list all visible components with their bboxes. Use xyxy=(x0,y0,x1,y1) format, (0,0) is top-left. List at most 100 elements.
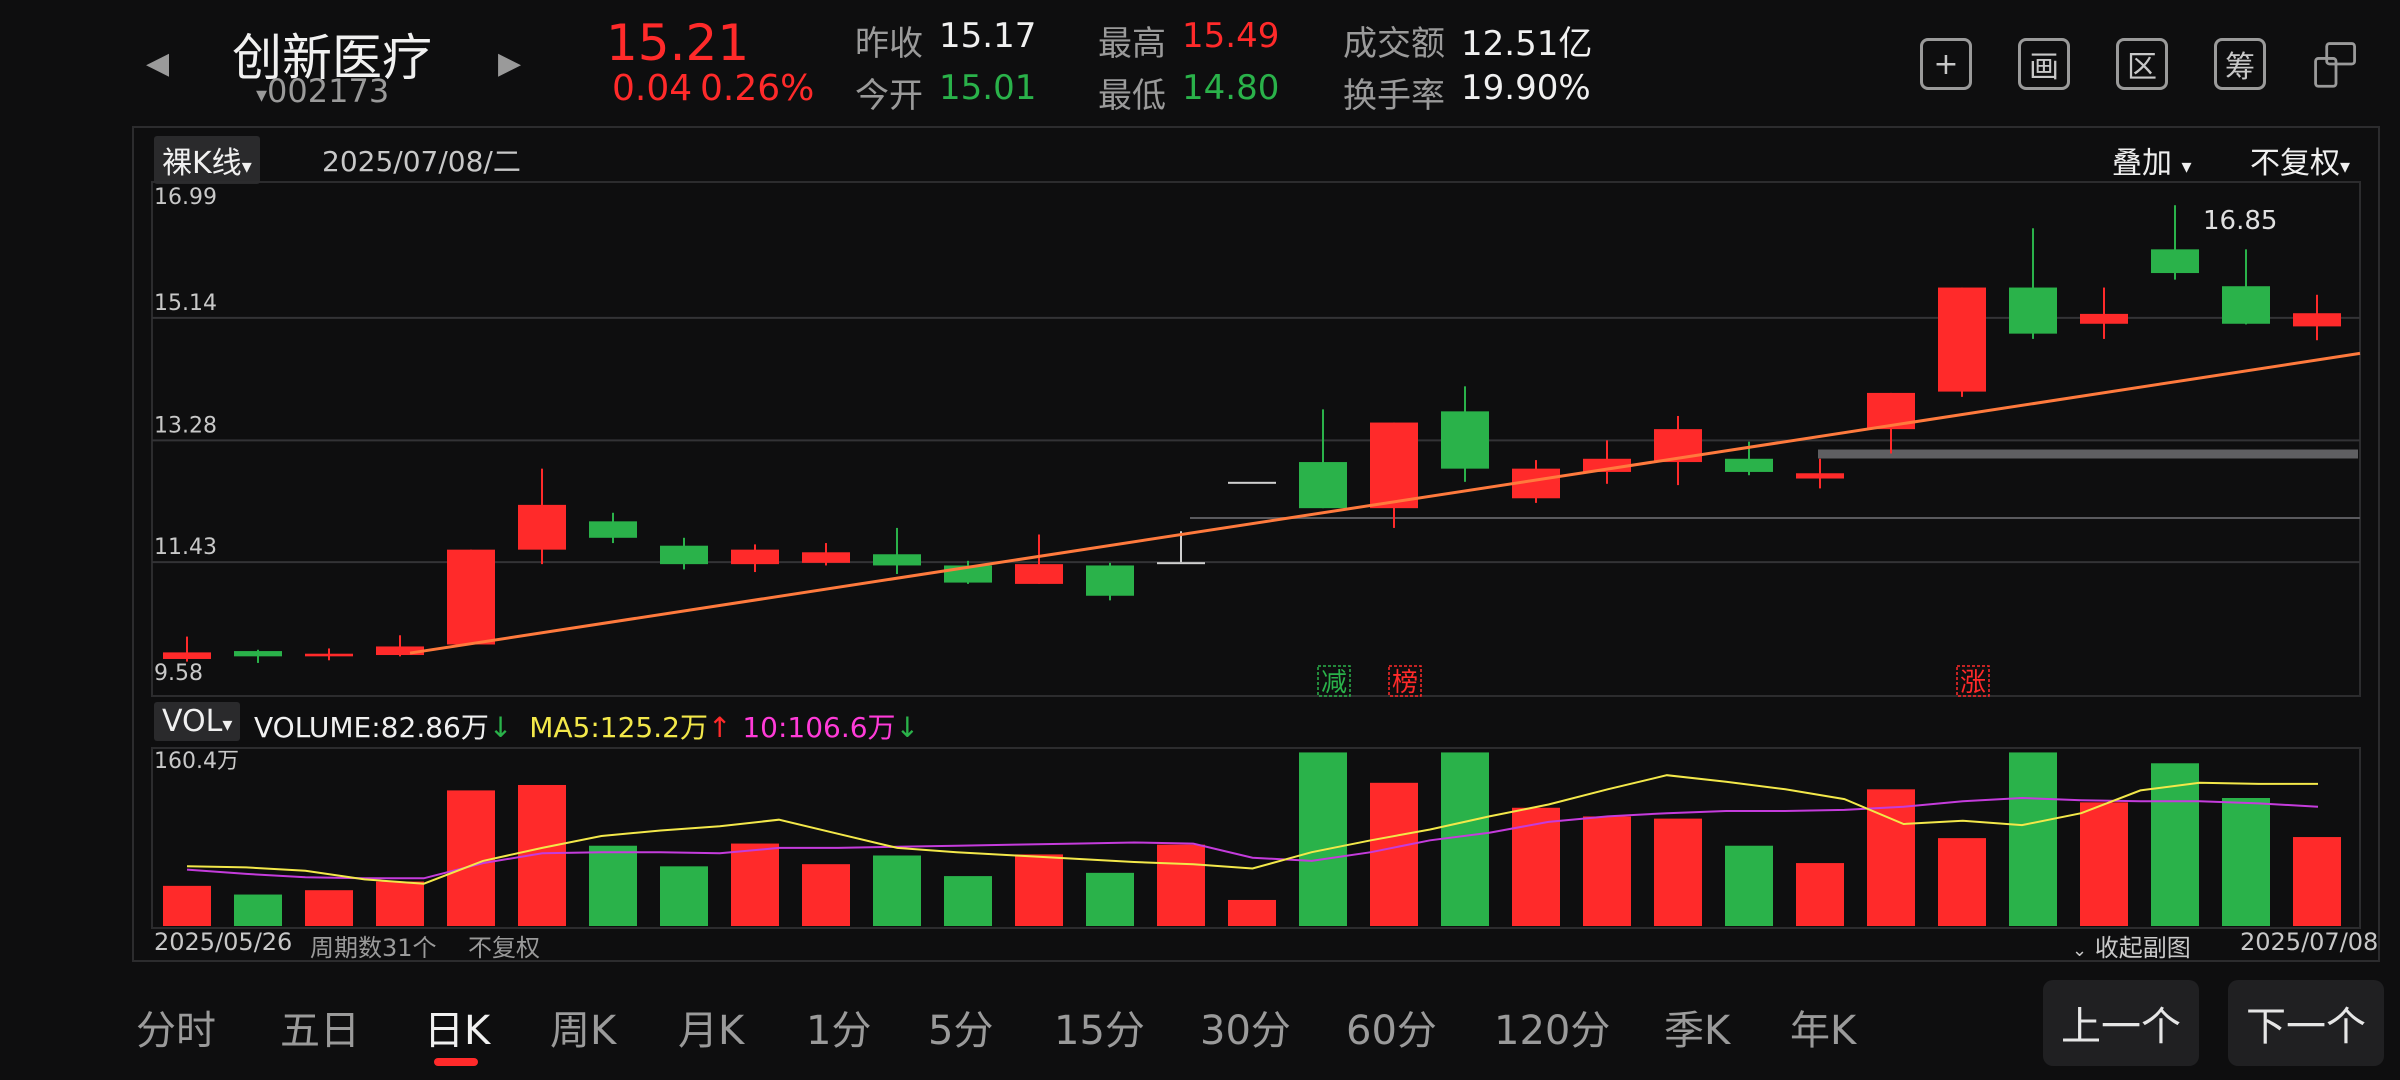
volume-bar xyxy=(1299,752,1347,926)
candle-body xyxy=(2222,286,2270,324)
quote-label: 最低 xyxy=(1098,76,1166,116)
candle-body xyxy=(2009,287,2057,334)
next-stock-button[interactable]: ▶ xyxy=(498,46,522,81)
tab-11[interactable]: 季K xyxy=(1664,1008,1731,1054)
tab-4[interactable]: 月K xyxy=(678,1008,745,1054)
event-marker-frame xyxy=(1388,665,1422,697)
collapse-subchart-button[interactable]: ⌄ 收起副图 xyxy=(2072,928,2191,963)
chips-icon[interactable]: 筹 xyxy=(2214,38,2266,90)
rotate-screen-icon[interactable] xyxy=(2310,38,2362,90)
range-icon[interactable]: 区 xyxy=(2116,38,2168,90)
event-marker: 榜 xyxy=(1392,668,1418,698)
candle-body xyxy=(660,545,708,565)
quote-value: 19.90% xyxy=(1461,68,1591,108)
volume-bar xyxy=(944,876,992,926)
arrow-up-icon: ↑ xyxy=(707,711,732,744)
end-date: 2025/07/08 xyxy=(2240,928,2379,956)
candle-body xyxy=(1299,462,1347,509)
quote-value: 15.01 xyxy=(939,68,1037,108)
volume-max-tick: 160.4万 xyxy=(154,749,239,774)
volume-bar xyxy=(1015,854,1063,926)
arrow-down-icon: ↓ xyxy=(488,711,513,744)
arrow-down-icon: ↓ xyxy=(895,711,920,744)
chevron-down-icon: ▾ xyxy=(241,154,252,178)
ma5-line xyxy=(186,774,2318,885)
candle-body xyxy=(1228,481,1276,484)
resistance-band xyxy=(1818,449,2358,459)
event-marker-frame xyxy=(1956,665,1990,697)
candle-body xyxy=(1015,564,1063,584)
volume-bar xyxy=(1938,838,1986,926)
tab-7[interactable]: 15分 xyxy=(1054,1008,1145,1054)
volume-bar xyxy=(447,790,495,926)
volume-bar xyxy=(1086,872,1134,926)
prev-button[interactable]: 上一个 xyxy=(2043,980,2199,1066)
candle-body xyxy=(447,549,495,645)
footer-adjust: 不复权 xyxy=(468,934,540,962)
candle-body xyxy=(2080,313,2128,324)
candle-body xyxy=(1157,562,1205,565)
quote-label: 今开 xyxy=(855,76,923,116)
chart-date: 2025/07/08/二 xyxy=(322,145,521,178)
tab-2[interactable]: 日K xyxy=(424,1008,491,1054)
candle-body xyxy=(305,653,353,657)
event-marker: 减 xyxy=(1321,668,1347,698)
quote-label: 成交额 xyxy=(1343,24,1445,64)
volume-bar xyxy=(2293,837,2341,926)
kline-mode-dropdown[interactable]: 裸K线▾ xyxy=(154,136,260,184)
price-tick-label: 16.99 xyxy=(154,185,217,210)
adjust-label: 不复权 xyxy=(2250,146,2340,181)
candle-body xyxy=(518,504,566,550)
stock-code-selector[interactable]: ▾002173 xyxy=(256,72,389,110)
chevron-down-icon: ▾ xyxy=(2340,154,2351,178)
volume-bar xyxy=(731,843,779,926)
volume-value: VOLUME:82.86万 xyxy=(254,711,489,744)
current-price: 15.21 xyxy=(606,14,750,72)
volume-bar xyxy=(2222,797,2270,926)
ma10-line xyxy=(186,796,2319,880)
volume-bar xyxy=(1796,863,1844,926)
vol-mode-dropdown[interactable]: VOL▾ xyxy=(154,702,241,741)
draw-icon[interactable]: 画 xyxy=(2018,38,2070,90)
quote-value: 15.49 xyxy=(1182,16,1280,56)
candle-body xyxy=(873,554,921,566)
volume-bar xyxy=(1512,807,1560,926)
vol-mode-label: VOL xyxy=(162,704,223,739)
volume-bar xyxy=(660,866,708,926)
tab-1[interactable]: 五日 xyxy=(280,1008,360,1054)
tab-10[interactable]: 120分 xyxy=(1494,1008,1611,1054)
tab-6[interactable]: 5分 xyxy=(928,1008,994,1054)
volume-bar xyxy=(1867,789,1915,926)
candle-body xyxy=(1441,411,1489,469)
volume-legend: VOLUME:82.86万↓ MA5:125.2万↑ 10:106.6万↓ xyxy=(254,706,919,746)
candle-body xyxy=(1086,565,1134,596)
price-plot-frame xyxy=(151,181,2361,697)
volume-bar xyxy=(802,864,850,926)
tab-8[interactable]: 30分 xyxy=(1200,1008,1291,1054)
event-marker: 涨 xyxy=(1960,668,1986,698)
candle-body xyxy=(1938,287,1986,392)
tab-9[interactable]: 60分 xyxy=(1346,1008,1437,1054)
volume-bar xyxy=(305,890,353,926)
tab-5[interactable]: 1分 xyxy=(806,1008,872,1054)
quote-label: 最高 xyxy=(1098,24,1166,64)
tab-3[interactable]: 周K xyxy=(550,1008,617,1054)
candle-body xyxy=(2293,313,2341,327)
prev-stock-button[interactable]: ◀ xyxy=(146,46,170,81)
price-change-percent: 0.26% xyxy=(700,68,815,109)
ma5-value: MA5:125.2万 xyxy=(529,711,708,744)
volume-bar xyxy=(2080,802,2128,926)
volume-bar xyxy=(234,894,282,926)
overlay-dropdown[interactable]: 叠加 ▾ xyxy=(2112,138,2192,182)
volume-bar xyxy=(163,885,211,926)
collapse-label: 收起副图 xyxy=(2094,934,2191,962)
tab-0[interactable]: 分时 xyxy=(136,1008,216,1054)
volume-bar xyxy=(589,845,637,926)
next-button[interactable]: 下一个 xyxy=(2228,980,2384,1066)
trend-line xyxy=(409,351,2361,655)
add-icon[interactable]: + xyxy=(1920,38,1972,90)
tab-12[interactable]: 年K xyxy=(1790,1008,1857,1054)
adjust-dropdown[interactable]: 不复权▾ xyxy=(2250,138,2350,182)
period-count: 周期数31个 xyxy=(310,934,437,962)
